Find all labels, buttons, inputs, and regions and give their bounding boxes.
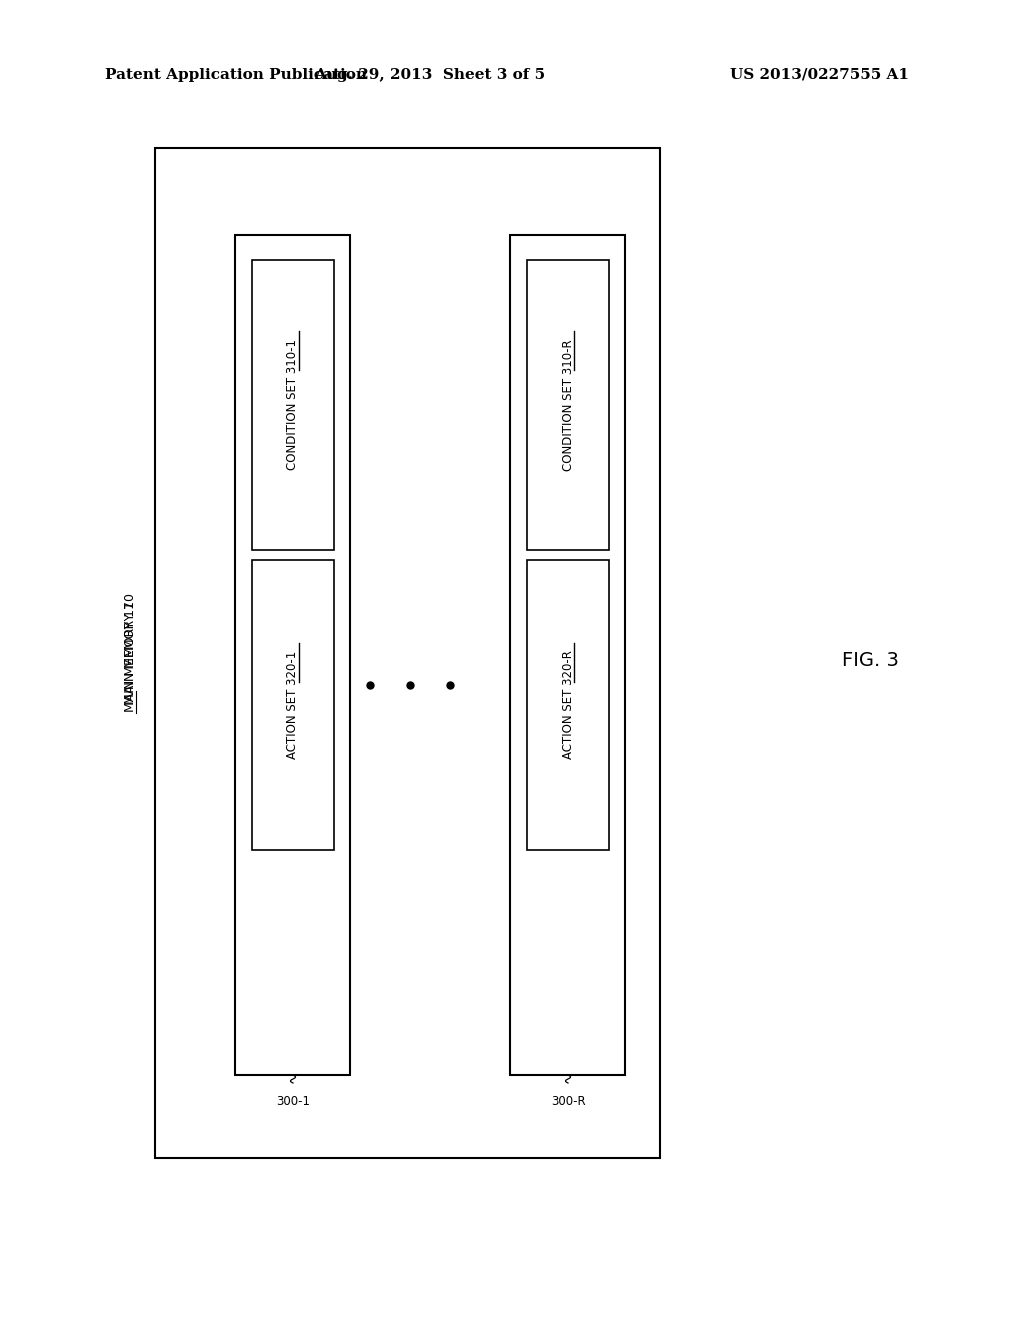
Text: Aug. 29, 2013  Sheet 3 of 5: Aug. 29, 2013 Sheet 3 of 5 bbox=[314, 69, 546, 82]
Text: MAIN MEMORY 1: MAIN MEMORY 1 bbox=[124, 602, 136, 705]
Bar bbox=[252, 260, 334, 550]
Bar bbox=[527, 560, 609, 850]
Bar bbox=[252, 560, 334, 850]
Text: ACTION SET 320-R: ACTION SET 320-R bbox=[561, 651, 574, 759]
Text: US 2013/0227555 A1: US 2013/0227555 A1 bbox=[730, 69, 909, 82]
Text: CONDITION SET 310-R: CONDITION SET 310-R bbox=[561, 339, 574, 471]
Bar bbox=[155, 148, 660, 1158]
Text: CONDITION SET 310-1: CONDITION SET 310-1 bbox=[287, 339, 299, 470]
Text: ACTION SET 320-1: ACTION SET 320-1 bbox=[287, 651, 299, 759]
Text: MAIN MEMORY 170: MAIN MEMORY 170 bbox=[124, 594, 136, 713]
Bar bbox=[234, 235, 350, 1074]
Text: 300-R: 300-R bbox=[551, 1096, 586, 1107]
Bar bbox=[510, 235, 625, 1074]
Text: FIG. 3: FIG. 3 bbox=[842, 651, 898, 669]
Bar bbox=[527, 260, 609, 550]
Text: Patent Application Publication: Patent Application Publication bbox=[105, 69, 367, 82]
Text: 300-1: 300-1 bbox=[276, 1096, 310, 1107]
